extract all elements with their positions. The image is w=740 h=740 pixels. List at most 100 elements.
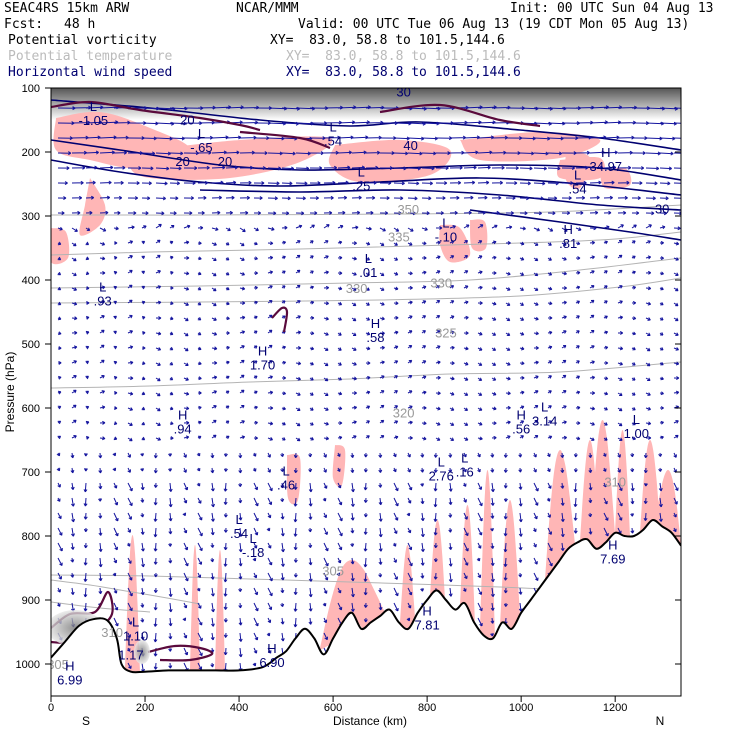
wind-vector [463, 135, 480, 140]
wind-vector [155, 285, 162, 290]
wind-vector [449, 225, 456, 229]
wind-vector [168, 662, 173, 669]
wind-vector [267, 436, 273, 441]
wind-vector [575, 256, 581, 261]
wind-vector [673, 226, 681, 231]
y-tick-label: 400 [22, 275, 40, 287]
wind-vector [126, 647, 131, 652]
wind-vector [295, 345, 302, 350]
wind-vector [99, 420, 106, 425]
wind-vector [85, 241, 90, 246]
wind-vector [225, 227, 231, 232]
wind-vector [323, 467, 327, 473]
wind-vector [407, 242, 413, 246]
wind-vector [575, 195, 586, 200]
wind-vector [659, 301, 664, 306]
wind-vector [57, 301, 62, 306]
wind-vector [57, 181, 68, 186]
wind-vector [463, 542, 469, 552]
wind-vector [197, 527, 203, 537]
wind-vector [533, 390, 539, 394]
wind-vector [267, 647, 272, 654]
wind-vector [196, 467, 201, 472]
extremum-value: 7.81 [414, 617, 439, 632]
wind-vector [449, 180, 462, 185]
wind-vector [589, 285, 595, 289]
extremum-value: .54 [230, 526, 248, 541]
wind-vector [477, 602, 483, 612]
wind-vector [491, 377, 497, 381]
wind-vector [379, 390, 385, 394]
wind-vector [617, 346, 624, 351]
wind-vector [99, 359, 105, 364]
wind-vector [155, 239, 161, 244]
wind-vector [435, 166, 449, 171]
wind-vector [379, 181, 392, 186]
wind-vector [449, 285, 455, 289]
wind-vector [253, 196, 263, 201]
wind-vector [83, 467, 88, 472]
wind-vector [281, 270, 286, 275]
x-tick-label: 0 [48, 702, 54, 714]
wind-vector [295, 166, 310, 171]
wind-vector [561, 256, 567, 261]
wind-vector [407, 359, 413, 364]
theta-contour-line [51, 601, 151, 613]
wind-vector [153, 572, 158, 578]
wind-vector [547, 181, 559, 186]
wind-vector [561, 300, 567, 305]
wind-vector [673, 196, 681, 200]
wind-vector [127, 422, 133, 426]
wind-vector [560, 512, 565, 523]
wind-vector [309, 407, 314, 411]
wind-vector [519, 435, 524, 439]
wind-vector [617, 452, 621, 458]
wind-vector [407, 315, 413, 319]
wind-vector [211, 497, 215, 508]
wind-vector [505, 317, 511, 322]
wind-vector [127, 662, 132, 670]
wind-vector [463, 467, 467, 473]
wind-vector [223, 587, 228, 597]
wind-vector [153, 467, 158, 474]
wind-vector [407, 405, 413, 410]
wind-vector [518, 527, 523, 537]
wind-vector [183, 406, 190, 411]
wind-vector [113, 210, 121, 215]
wind-vector [267, 406, 274, 411]
wind-vector [267, 557, 273, 566]
wind-vector [211, 405, 217, 409]
wind-vector [673, 182, 681, 184]
wind-vector [57, 316, 62, 321]
wind-vector [350, 602, 355, 612]
wind-vector [365, 375, 371, 380]
wind-vector [127, 617, 132, 625]
wind-vector [128, 211, 137, 216]
wind-vector [547, 420, 553, 424]
wind-vector [533, 375, 539, 380]
wind-vector [127, 345, 134, 350]
wind-vector [631, 362, 636, 366]
wind-vector [645, 255, 652, 260]
wind-vector [70, 467, 75, 474]
wind-vector [197, 542, 203, 552]
wind-vector [141, 361, 146, 366]
wind-vector [491, 421, 497, 426]
wind-vector [379, 242, 385, 246]
wind-vector [533, 211, 542, 216]
wind-vector [617, 210, 627, 215]
wind-vector [351, 376, 357, 381]
wind-vector [140, 497, 145, 503]
wind-vector [645, 270, 652, 275]
extremum-value: 1.70 [250, 358, 275, 373]
wind-vector [309, 255, 314, 259]
wind-vector [659, 225, 666, 230]
wind-vector [351, 405, 358, 410]
pv-fill-region [190, 545, 200, 673]
wind-vector [183, 587, 189, 596]
wind-vector [267, 452, 271, 458]
wind-vector [589, 270, 595, 274]
wind-vector [631, 377, 636, 381]
wind-vector [153, 527, 158, 538]
wind-vector [519, 272, 525, 276]
